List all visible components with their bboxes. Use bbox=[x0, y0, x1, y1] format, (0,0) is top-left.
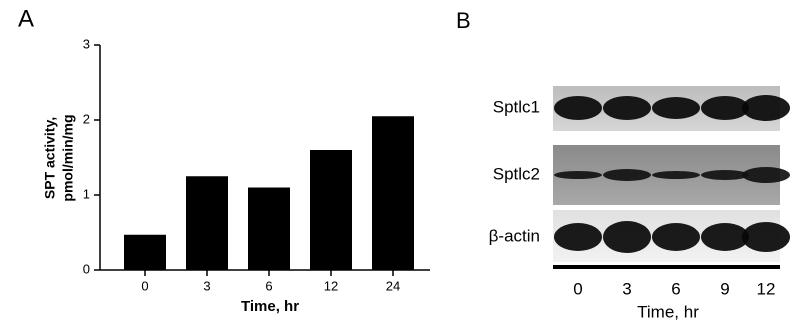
blot-band bbox=[701, 223, 749, 251]
x-tick-label: 6 bbox=[265, 278, 272, 293]
x-tick-label: 24 bbox=[386, 278, 400, 293]
blot-row-label: β-actin bbox=[489, 226, 540, 245]
bar bbox=[248, 187, 290, 270]
y-axis-label: SPT activity, bbox=[42, 117, 58, 199]
blot-band bbox=[603, 221, 651, 253]
blot-lane-label: 6 bbox=[671, 279, 680, 298]
blot-band bbox=[652, 97, 700, 119]
blot-band bbox=[742, 95, 790, 121]
blot-band bbox=[554, 96, 602, 120]
panel-label: B bbox=[456, 8, 471, 33]
blot-lane-label: 9 bbox=[720, 279, 729, 298]
bar bbox=[372, 116, 414, 270]
x-tick-label: 0 bbox=[141, 278, 148, 293]
y-tick-label: 2 bbox=[83, 111, 90, 126]
blot-bar bbox=[553, 265, 780, 269]
blot-band bbox=[652, 223, 700, 251]
blot-band bbox=[652, 171, 700, 179]
blot-band bbox=[701, 96, 749, 120]
blot-row-label: Sptlc2 bbox=[493, 164, 540, 183]
bar bbox=[186, 176, 228, 270]
blot-lane-label: 3 bbox=[622, 279, 631, 298]
blot-lane-label: 0 bbox=[573, 279, 582, 298]
bar bbox=[310, 150, 352, 270]
blot-band bbox=[742, 222, 790, 252]
y-tick-label: 3 bbox=[83, 36, 90, 51]
blot-band bbox=[603, 169, 651, 181]
blot-band bbox=[554, 223, 602, 251]
blot-lane-label: 12 bbox=[757, 279, 776, 298]
y-tick-label: 1 bbox=[83, 186, 90, 201]
blot-row-label: Sptlc1 bbox=[493, 97, 540, 116]
blot-band bbox=[554, 171, 602, 179]
x-tick-label: 12 bbox=[324, 278, 338, 293]
y-tick-label: 0 bbox=[83, 261, 90, 276]
blot-band bbox=[701, 170, 749, 180]
x-tick-label: 3 bbox=[203, 278, 210, 293]
panel-label: A bbox=[18, 5, 34, 32]
blot-band bbox=[603, 96, 651, 120]
blot-band bbox=[742, 167, 790, 183]
x-axis-label: Time, hr bbox=[241, 298, 299, 315]
blot-x-label: Time, hr bbox=[637, 302, 699, 321]
bar bbox=[124, 234, 166, 270]
y-axis-label: pmol/min/mg bbox=[60, 114, 76, 201]
